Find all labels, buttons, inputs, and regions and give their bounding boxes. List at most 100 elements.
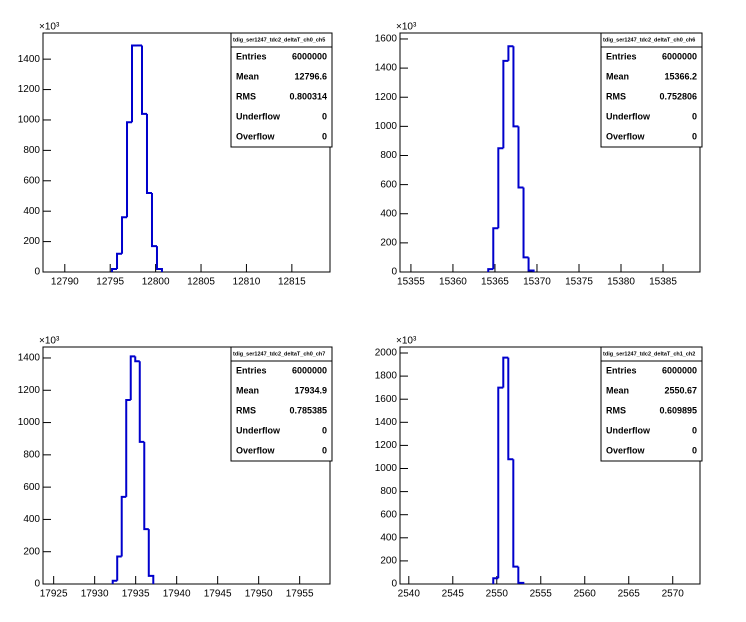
histogram-bin xyxy=(145,113,152,194)
y-tick-label: 400 xyxy=(380,532,397,543)
histogram-bin xyxy=(120,495,127,557)
stats-frame xyxy=(600,346,703,462)
stats-label: Overflow xyxy=(606,131,646,141)
histogram-bin xyxy=(125,398,131,497)
x-tick-label: 2555 xyxy=(530,589,553,600)
histogram-bin xyxy=(487,268,494,272)
stats-value: 0 xyxy=(322,111,327,121)
y-tick-label: 600 xyxy=(23,175,40,186)
y-tick-label: 1200 xyxy=(375,92,398,103)
plot-frame xyxy=(399,32,701,273)
histogram-bin xyxy=(497,147,504,229)
histogram-bin xyxy=(116,555,122,581)
x-tick-label: 17945 xyxy=(204,589,232,600)
stats-title: tdig_ser1247_tdc2_deltaT_ch1_ch2 xyxy=(603,351,695,357)
y-tick-label: 600 xyxy=(380,509,397,520)
x-tick-label: 15365 xyxy=(481,277,509,288)
stats-label: Overflow xyxy=(606,445,646,455)
stats-label: Entries xyxy=(236,365,267,375)
stats-box: tdig_ser1247_tdc2_deltaT_ch0_ch6 Entries 6… xyxy=(600,32,703,148)
histogram-bin xyxy=(492,227,499,270)
stats-title: tdig_ser1247_tdc2_deltaT_ch0_ch5 xyxy=(233,37,325,43)
x-tick-label: 12795 xyxy=(96,277,124,288)
y-tick-label: 0 xyxy=(391,267,397,278)
y-tick-label: 1000 xyxy=(18,115,41,126)
stats-value: 0 xyxy=(692,131,697,141)
stats-label: Entries xyxy=(236,51,267,61)
plot-frame xyxy=(399,346,701,585)
x-tick-label: 2560 xyxy=(574,589,597,600)
stats-label: Overflow xyxy=(236,131,276,141)
x-tick-label: 2565 xyxy=(618,589,641,600)
y-tick-label: 1400 xyxy=(18,54,41,65)
histogram-bin xyxy=(138,361,145,443)
x-tick-label: 15380 xyxy=(607,277,635,288)
y-tick-label: 1200 xyxy=(375,440,398,451)
stats-label: RMS xyxy=(236,91,256,101)
histogram-bin xyxy=(111,579,118,584)
y-tick-label: 1200 xyxy=(18,385,41,396)
histogram-bin xyxy=(155,246,163,272)
histogram-bin xyxy=(507,45,514,61)
stats-label: Mean xyxy=(606,385,629,395)
stats-value: 6000000 xyxy=(662,365,697,375)
stats-value: 0 xyxy=(692,111,697,121)
stats-box: tdig_ser1247_tdc2_deltaT_ch1_ch2 Entries 6… xyxy=(600,346,703,462)
x-tick-label: 17950 xyxy=(245,589,273,600)
stats-label: Underflow xyxy=(236,111,281,121)
x-tick-label: 17930 xyxy=(81,589,109,600)
y-tick-label: 1000 xyxy=(375,463,398,474)
y-tick-label: 2000 xyxy=(375,348,398,359)
y-multiplier: ×10³ xyxy=(39,22,60,33)
stats-label: Underflow xyxy=(606,111,651,121)
y-tick-label: 200 xyxy=(23,546,40,557)
x-tick-label: 2545 xyxy=(442,589,465,600)
histogram-bin xyxy=(140,45,147,115)
y-tick-label: 0 xyxy=(34,579,40,590)
stats-label: Mean xyxy=(606,71,629,81)
histogram-bin xyxy=(522,187,529,259)
y-tick-label: 400 xyxy=(23,514,40,525)
stats-box: tdig_ser1247_tdc2_deltaT_ch0_ch5 Entries 6… xyxy=(230,32,333,148)
y-tick-label: 1600 xyxy=(375,34,398,45)
histogram-bin xyxy=(116,252,123,269)
stats-value: 15366.2 xyxy=(664,71,697,81)
y-tick-label: 800 xyxy=(23,449,40,460)
x-tick-label: 17925 xyxy=(40,589,68,600)
stats-title: tdig_ser1247_tdc2_deltaT_ch0_ch7 xyxy=(233,351,325,357)
histogram-bin xyxy=(502,356,509,388)
x-tick-label: 2570 xyxy=(662,589,685,600)
x-tick-label: 12815 xyxy=(278,277,306,288)
stats-label: RMS xyxy=(606,91,626,101)
histogram-bin xyxy=(129,355,136,400)
y-tick-label: 600 xyxy=(380,179,397,190)
stats-label: Underflow xyxy=(606,425,651,435)
stats-value: 2550.67 xyxy=(664,385,697,395)
y-multiplier: ×10³ xyxy=(39,336,60,347)
y-tick-label: 200 xyxy=(380,238,397,249)
y-tick-label: 1200 xyxy=(18,84,41,95)
x-tick-label: 15360 xyxy=(439,277,467,288)
y-tick-label: 1400 xyxy=(375,417,398,428)
x-tick-label: 12805 xyxy=(187,277,215,288)
stats-label: RMS xyxy=(606,405,626,415)
x-tick-label: 2540 xyxy=(398,589,421,600)
y-tick-label: 200 xyxy=(380,556,397,567)
stats-label: Underflow xyxy=(236,425,281,435)
stats-label: Overflow xyxy=(236,445,276,455)
y-tick-label: 1000 xyxy=(375,121,398,132)
stats-label: Entries xyxy=(606,365,637,375)
plot-frame xyxy=(42,346,331,585)
y-tick-label: 1000 xyxy=(18,417,41,428)
histogram-bin xyxy=(121,216,128,254)
x-tick-label: 12790 xyxy=(51,277,79,288)
stats-frame xyxy=(600,32,703,148)
x-tick-label: 2550 xyxy=(486,589,509,600)
stats-value: 0 xyxy=(322,131,327,141)
x-tick-label: 12810 xyxy=(233,277,261,288)
y-tick-label: 1400 xyxy=(375,63,398,74)
x-tick-label: 15375 xyxy=(565,277,593,288)
x-tick-label: 15385 xyxy=(649,277,677,288)
y-multiplier: ×10³ xyxy=(396,22,417,33)
